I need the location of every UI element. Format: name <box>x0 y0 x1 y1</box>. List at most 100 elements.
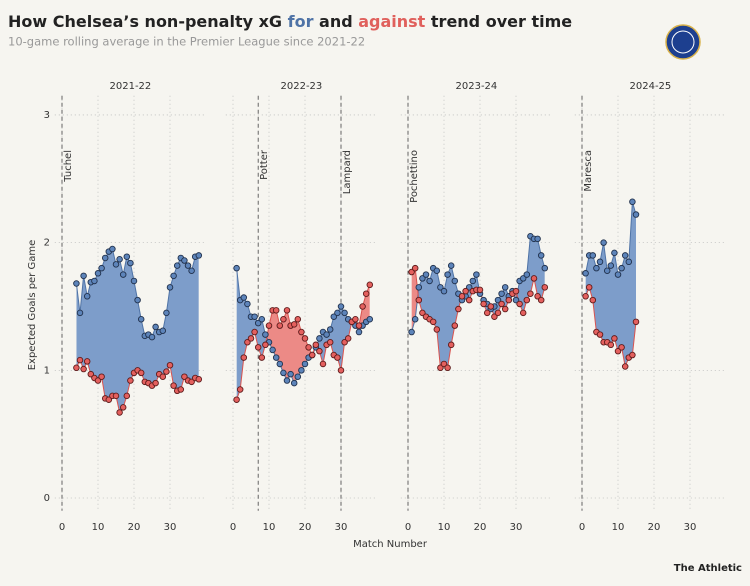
x-tick-label: 10 <box>438 522 451 533</box>
point <box>334 309 341 317</box>
point <box>173 262 181 269</box>
chart-title: How Chelsea’s non-penalty xG for and aga… <box>8 12 572 31</box>
panel-title: 2024-25 <box>630 81 672 92</box>
point <box>344 335 352 342</box>
point <box>262 331 269 338</box>
x-tick-label: 0 <box>230 522 236 533</box>
point <box>593 264 600 272</box>
point <box>505 296 513 304</box>
point <box>177 386 185 393</box>
point <box>276 360 284 368</box>
y-tick-label: 2 <box>44 238 50 249</box>
point <box>195 252 203 259</box>
point <box>516 300 523 308</box>
point <box>98 373 105 380</box>
point <box>603 267 611 274</box>
x-tick-label: 10 <box>263 522 276 533</box>
y-tick-label: 1 <box>44 365 50 376</box>
point <box>512 296 520 304</box>
manager-label: Maresca <box>583 150 594 192</box>
point <box>501 305 509 313</box>
x-tick-label: 0 <box>579 522 585 533</box>
point <box>408 328 415 336</box>
point <box>487 303 495 310</box>
point <box>326 326 334 333</box>
title-part: How Chelsea’s non-penalty xG <box>8 12 288 31</box>
point <box>451 277 459 285</box>
point <box>341 309 348 317</box>
point <box>498 300 505 308</box>
point <box>312 341 320 349</box>
point <box>429 318 437 326</box>
point <box>465 284 473 291</box>
point <box>276 322 284 329</box>
point <box>629 351 636 359</box>
manager-label: Tuchel <box>63 150 74 183</box>
point <box>618 264 625 272</box>
point <box>323 331 330 338</box>
point <box>437 284 444 291</box>
point <box>589 296 597 304</box>
point <box>512 287 520 295</box>
point <box>112 261 120 268</box>
point <box>607 341 615 349</box>
point <box>419 309 426 317</box>
point <box>614 271 622 278</box>
x-tick-label: 30 <box>684 522 697 533</box>
point <box>73 280 80 287</box>
point <box>163 309 170 317</box>
title-part: for <box>288 12 314 31</box>
point <box>195 376 203 383</box>
point <box>127 259 134 267</box>
point <box>326 338 334 346</box>
point <box>519 309 527 317</box>
point <box>148 333 156 341</box>
point <box>301 360 309 368</box>
point <box>589 252 597 259</box>
point <box>444 364 451 372</box>
point <box>240 294 248 301</box>
point <box>98 264 105 272</box>
point <box>447 262 455 269</box>
x-tick-label: 30 <box>510 522 523 533</box>
point <box>541 264 549 272</box>
point <box>73 364 80 372</box>
point <box>330 313 338 320</box>
point <box>483 309 491 317</box>
point <box>298 367 305 374</box>
point <box>184 262 192 269</box>
point <box>272 307 280 314</box>
x-tick-label: 0 <box>405 522 411 533</box>
point <box>476 286 484 294</box>
club-logo <box>665 24 701 60</box>
point <box>294 373 302 380</box>
point <box>596 258 604 266</box>
point <box>80 365 87 373</box>
point <box>116 409 123 416</box>
point <box>530 275 538 282</box>
point <box>433 326 441 333</box>
x-tick-label: 0 <box>59 522 65 533</box>
point <box>585 284 593 291</box>
point <box>527 290 534 297</box>
point <box>408 268 415 276</box>
point <box>480 300 487 308</box>
point <box>359 303 366 310</box>
point <box>411 316 419 323</box>
y-tick-label: 0 <box>44 493 50 504</box>
point <box>465 296 473 304</box>
point <box>422 271 430 278</box>
point <box>440 360 448 368</box>
x-axis-label: Match Number <box>353 539 428 550</box>
point <box>247 335 255 342</box>
x-tick-label: 20 <box>648 522 661 533</box>
point <box>294 316 302 323</box>
point <box>447 341 455 349</box>
point <box>112 392 120 400</box>
point <box>123 253 131 260</box>
point <box>491 313 498 320</box>
point <box>308 351 316 359</box>
point <box>632 318 640 326</box>
point <box>130 277 138 285</box>
point <box>109 245 116 253</box>
